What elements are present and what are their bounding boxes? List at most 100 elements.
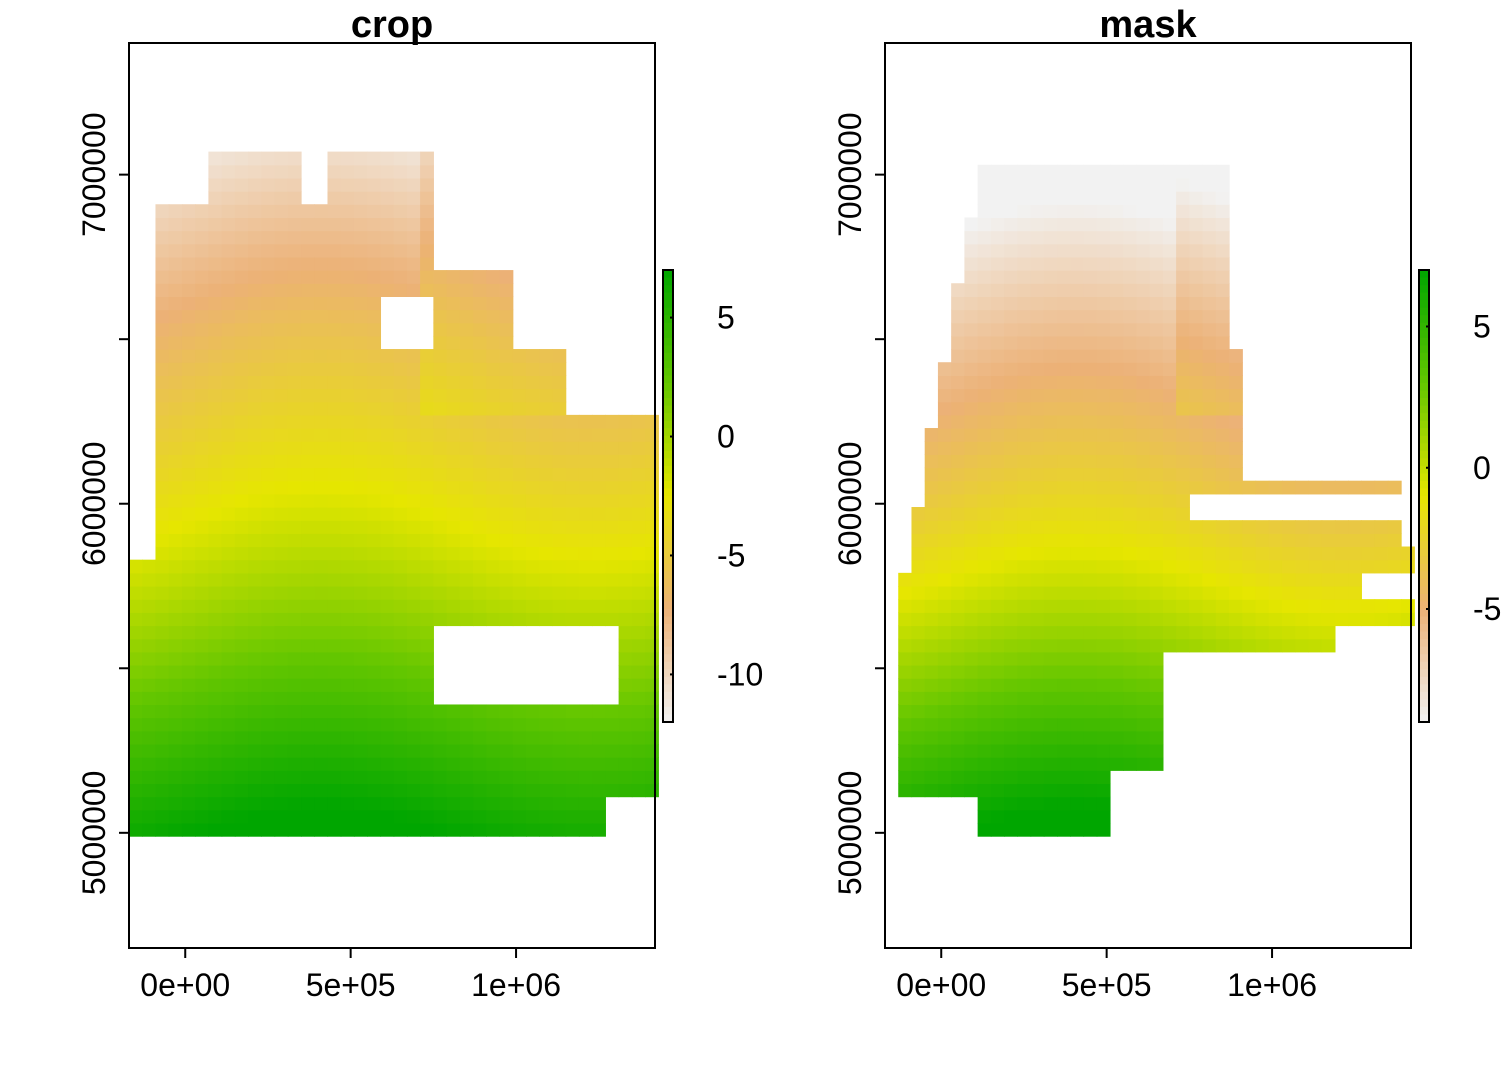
raster-cell [1176,586,1190,600]
raster-cell [420,177,434,192]
raster-cell [1109,612,1124,627]
raster-cell [1189,243,1204,258]
raster-cell [1004,520,1018,534]
raster-cell [1057,559,1071,574]
raster-cell [1004,177,1018,192]
raster-cell [406,164,421,179]
raster-cell [221,757,236,771]
raster-cell [539,428,554,442]
raster-cell [990,612,1005,627]
raster-cell [951,546,965,561]
raster-cell [473,730,487,745]
raster-cell [181,809,196,824]
raster-cell [1136,270,1151,284]
raster-cell [1215,441,1230,455]
raster-cell [473,586,487,600]
raster-cell [631,704,646,719]
raster-cell [1083,164,1098,179]
raster-cell [181,270,196,284]
raster-cell [990,625,1005,640]
raster-cell [552,454,567,469]
raster-cell [1030,651,1045,666]
raster-cell [327,441,342,455]
raster-cell [380,796,395,811]
raster-cell [1295,599,1310,613]
raster-cell [1374,546,1389,561]
raster-cell [446,599,461,613]
raster-cell [552,717,567,732]
raster-cell [1004,375,1018,390]
raster-cell [990,401,1005,416]
raster-cell [1057,638,1071,653]
raster-cell [340,309,355,324]
raster-cell [248,256,262,271]
raster-cell [327,335,342,350]
raster-cell [367,270,382,284]
raster-cell [155,414,170,429]
raster-cell [208,322,223,337]
raster-cell [951,533,965,548]
raster-cell [990,704,1005,719]
raster-cell [1017,454,1032,469]
raster-cell [951,454,965,469]
raster-cell [380,204,395,219]
raster-cell [645,467,659,482]
raster-cell [261,164,276,179]
raster-cell [261,809,276,824]
raster-cell [380,256,395,271]
raster-cell [274,283,289,297]
raster-cell [499,704,514,719]
raster-cell [1057,230,1071,245]
raster-cell [406,822,421,837]
raster-cell [1004,441,1018,455]
raster-cell [525,809,540,824]
raster-cell [1004,335,1018,350]
raster-cell [473,717,487,732]
raster-cell [380,507,395,521]
raster-cell [393,375,408,390]
raster-cell [195,217,209,232]
colorbar-segment [1419,300,1429,309]
raster-cell [1043,401,1058,416]
raster-cell [155,704,170,719]
raster-cell [327,388,342,403]
raster-cell [420,191,434,205]
raster-cell [393,507,408,521]
raster-cell [181,717,196,732]
raster-cell [473,335,487,350]
raster-cell [367,177,382,192]
raster-cell [353,441,368,455]
raster-cell [248,625,262,640]
raster-cell [142,638,157,653]
raster-cell [208,717,223,732]
raster-cell [1189,638,1204,653]
raster-cell [287,480,302,495]
raster-cell [208,164,223,179]
raster-cell [1057,717,1071,732]
raster-cell [367,586,382,600]
x-tick-label: 5e+05 [1062,967,1152,1003]
raster-cell [499,599,514,613]
raster-cell [937,520,952,534]
raster-cell [977,783,992,798]
raster-cell [990,533,1005,548]
raster-cell [274,335,289,350]
raster-cell [552,822,567,837]
raster-cell [287,164,302,179]
colorbar-segment [1419,684,1429,693]
raster-cell [1215,467,1230,482]
y-tick-label: 7000000 [832,112,868,237]
raster-cell [420,625,434,640]
raster-cell [248,559,262,574]
raster-cell [221,480,236,495]
raster-cell [155,493,170,508]
raster-cell [327,322,342,337]
raster-cell [951,730,965,745]
raster-cell [1268,520,1283,534]
raster-cell [208,243,223,258]
raster-cell [155,757,170,771]
raster-cell [1149,414,1164,429]
raster-cell [142,730,157,745]
raster-cell [1202,388,1217,403]
raster-cell [287,559,302,574]
